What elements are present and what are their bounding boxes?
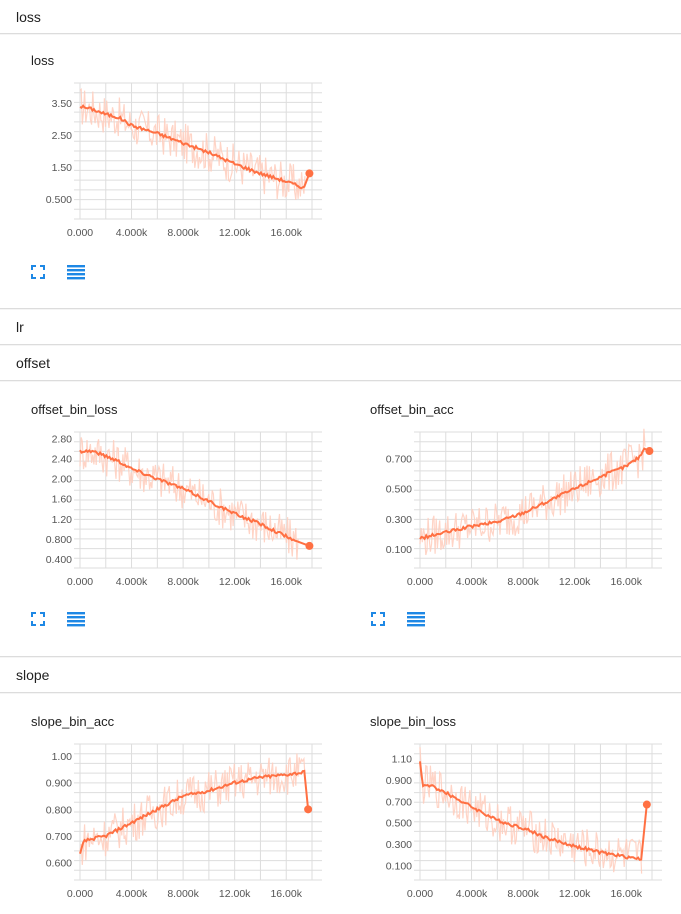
x-tick-label: 12.00k xyxy=(559,576,591,588)
x-tick-label: 8.000k xyxy=(507,576,539,588)
section-header-lr[interactable]: lr xyxy=(0,310,681,345)
card-title-slope-bin-loss: slope_bin_loss xyxy=(370,714,457,729)
panel-offset: offset_bin_loss 0.400 0.800 1.20 1.60 2.00 2.… xyxy=(0,382,681,657)
section-title: loss xyxy=(16,8,41,25)
y-tick-label: 1.60 xyxy=(52,494,73,506)
chart-loss[interactable]: 0.500 1.50 2.50 3.50 0.000 4.000k 8.000k 12.00k… xyxy=(40,77,330,252)
y-tick-label: 3.50 xyxy=(52,98,73,110)
last-value-point xyxy=(645,447,654,456)
last-value-point xyxy=(305,541,314,550)
x-tick-label: 16.00k xyxy=(270,576,302,588)
y-tick-label: 1.50 xyxy=(52,162,73,174)
x-tick-label: 4.000k xyxy=(456,576,488,588)
smoothed-series-line xyxy=(419,447,650,541)
x-tick-label: 8.000k xyxy=(167,576,199,588)
x-tick-label: 12.00k xyxy=(219,888,251,900)
x-tick-label: 4.000k xyxy=(456,888,488,900)
raw-series-line xyxy=(419,747,643,874)
x-tick-label: 16.00k xyxy=(610,576,642,588)
y-tick-label: 0.500 xyxy=(386,484,412,496)
x-tick-label: 12.00k xyxy=(219,227,251,239)
chart-slope-bin-acc[interactable]: 0.600 0.700 0.800 0.900 1.00 0.000 4.000k 8.000… xyxy=(40,738,330,913)
section-title: offset xyxy=(16,355,50,371)
panel-slope: slope_bin_acc 0.600 0.700 0.800 0.900 1.00 0.… xyxy=(0,694,681,914)
card-title-slope-bin-acc: slope_bin_acc xyxy=(31,714,115,729)
y-tick-label: 0.500 xyxy=(386,818,412,830)
y-tick-label: 0.100 xyxy=(386,860,412,872)
card-title-loss: loss xyxy=(31,53,55,68)
y-tick-label: 0.600 xyxy=(46,858,72,870)
x-tick-label: 0.000 xyxy=(67,576,93,588)
x-tick-label: 4.000k xyxy=(116,576,148,588)
last-value-point xyxy=(304,805,313,814)
x-tick-label: 4.000k xyxy=(116,888,148,900)
grid xyxy=(74,743,322,881)
y-tick-label: 0.700 xyxy=(46,831,72,843)
x-tick-label: 0.000 xyxy=(67,227,93,239)
card-title-offset-bin-acc: offset_bin_acc xyxy=(370,402,454,417)
chart-offset-bin-acc[interactable]: 0.100 0.300 0.500 0.700 0.000 4.000k 8.000k 12.… xyxy=(380,426,670,601)
card-buttons xyxy=(368,610,426,628)
grid xyxy=(74,82,322,220)
y-tick-label: 2.50 xyxy=(52,130,73,142)
y-tick-label: 1.00 xyxy=(52,751,73,763)
y-tick-label: 0.900 xyxy=(46,778,72,790)
x-tick-label: 8.000k xyxy=(167,888,199,900)
card-buttons xyxy=(28,263,86,281)
y-tick-label: 1.20 xyxy=(52,514,73,526)
last-value-point xyxy=(305,169,314,178)
y-tick-label: 2.80 xyxy=(52,434,73,446)
y-tick-label: 0.400 xyxy=(46,554,72,566)
x-tick-label: 16.00k xyxy=(270,888,302,900)
y-tick-label: 0.700 xyxy=(386,796,412,808)
fit-screen-icon[interactable] xyxy=(28,263,48,281)
last-value-point xyxy=(642,800,651,809)
section-title: lr xyxy=(16,319,24,335)
x-tick-label: 0.000 xyxy=(407,888,433,900)
panel-loss: loss 0.500 1.50 2.50 3.50 0.000 4.000k 8.000k 1… xyxy=(0,35,681,309)
section-title: slope xyxy=(16,667,50,683)
smoothed-series-line xyxy=(419,761,648,861)
y-tick-label: 0.500 xyxy=(46,194,72,206)
raw-series-line xyxy=(79,437,299,560)
fit-screen-icon[interactable] xyxy=(28,610,48,628)
y-tick-label: 2.00 xyxy=(52,474,73,486)
section-header-offset[interactable]: offset xyxy=(0,346,681,381)
x-tick-label: 4.000k xyxy=(116,227,148,239)
y-tick-label: 0.800 xyxy=(46,534,72,546)
y-tick-label: 2.40 xyxy=(52,454,73,466)
raw-series-line xyxy=(79,88,306,200)
x-tick-label: 0.000 xyxy=(407,576,433,588)
y-tick-label: 0.300 xyxy=(386,514,412,526)
raw-series-line xyxy=(419,428,646,556)
y-tick-label: 0.300 xyxy=(386,839,412,851)
smoothed-series-line xyxy=(79,449,310,547)
smoothed-series-line xyxy=(79,104,311,190)
chart-offset-bin-loss[interactable]: 0.400 0.800 1.20 1.60 2.00 2.40 2.80 0.000 4.000… xyxy=(40,426,330,601)
y-tick-label: 0.100 xyxy=(386,544,412,556)
chart-slope-bin-loss[interactable]: 0.100 0.300 0.500 0.700 0.900 1.10 0.000 4.000k… xyxy=(380,738,670,913)
y-tick-label: 0.800 xyxy=(46,804,72,816)
smoothed-series-line xyxy=(79,769,310,854)
data-table-icon[interactable] xyxy=(66,263,86,281)
x-tick-label: 0.000 xyxy=(67,888,93,900)
y-tick-label: 1.10 xyxy=(392,754,413,766)
fit-screen-icon[interactable] xyxy=(368,610,388,628)
data-table-icon[interactable] xyxy=(406,610,426,628)
x-tick-label: 8.000k xyxy=(167,227,199,239)
grid xyxy=(414,431,662,569)
section-header-slope[interactable]: slope xyxy=(0,658,681,693)
x-tick-label: 16.00k xyxy=(270,227,302,239)
x-tick-label: 16.00k xyxy=(610,888,642,900)
data-table-icon[interactable] xyxy=(66,610,86,628)
x-tick-label: 12.00k xyxy=(219,576,251,588)
y-tick-label: 0.900 xyxy=(386,775,412,787)
x-tick-label: 8.000k xyxy=(507,888,539,900)
raw-series-line xyxy=(79,753,306,865)
card-title-offset-bin-loss: offset_bin_loss xyxy=(31,402,118,417)
section-header-loss[interactable]: loss xyxy=(0,0,681,34)
y-tick-label: 0.700 xyxy=(386,454,412,466)
card-buttons xyxy=(28,610,86,628)
x-tick-label: 12.00k xyxy=(559,888,591,900)
